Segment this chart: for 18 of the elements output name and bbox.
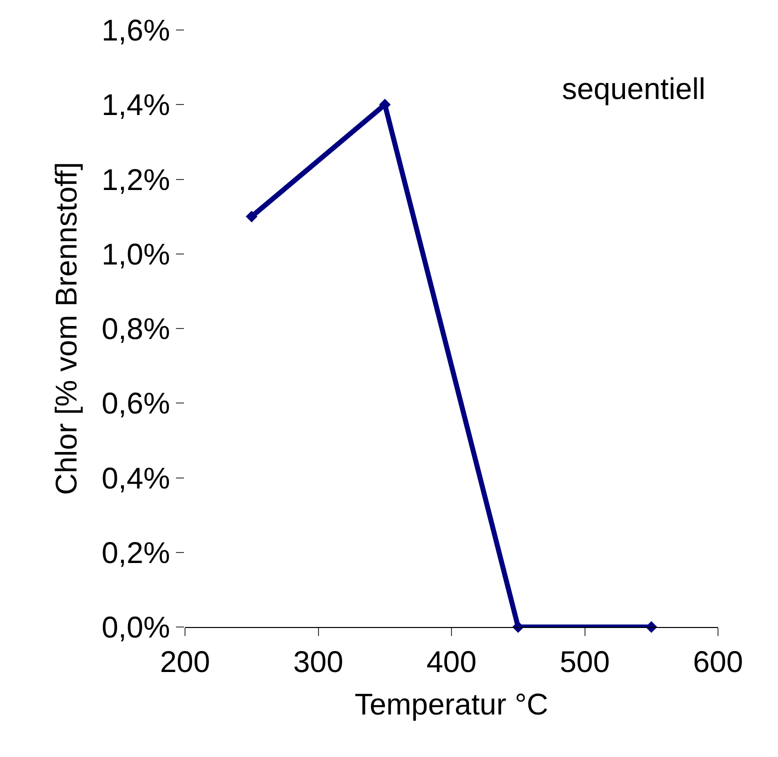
y-tick-label: 1,2% (102, 164, 170, 197)
x-tick-label: 600 (692, 646, 744, 679)
x-tick-label: 300 (293, 646, 344, 679)
x-tick-label: 500 (560, 646, 610, 679)
y-tick-label: 0,2% (102, 536, 170, 570)
y-tick-label: 0,6% (102, 388, 170, 421)
x-tick-label: 200 (160, 646, 210, 679)
y-tick-label: 0,4% (102, 462, 170, 496)
y-axis-title: Chlor [% vom Brennstoff] (50, 162, 84, 495)
annotation: sequentiell (562, 73, 706, 106)
x-axis-title: Temperatur °C (354, 688, 548, 722)
y-tick-label: 1,4% (102, 89, 170, 122)
y-tick-label: 1,6% (102, 14, 170, 48)
x-tick-label: 400 (426, 646, 477, 679)
y-tick-label: 0,8% (102, 313, 170, 346)
y-tick-label: 1,0% (102, 238, 170, 272)
point (246, 210, 258, 222)
y-tick-label: 0,0% (102, 612, 170, 644)
